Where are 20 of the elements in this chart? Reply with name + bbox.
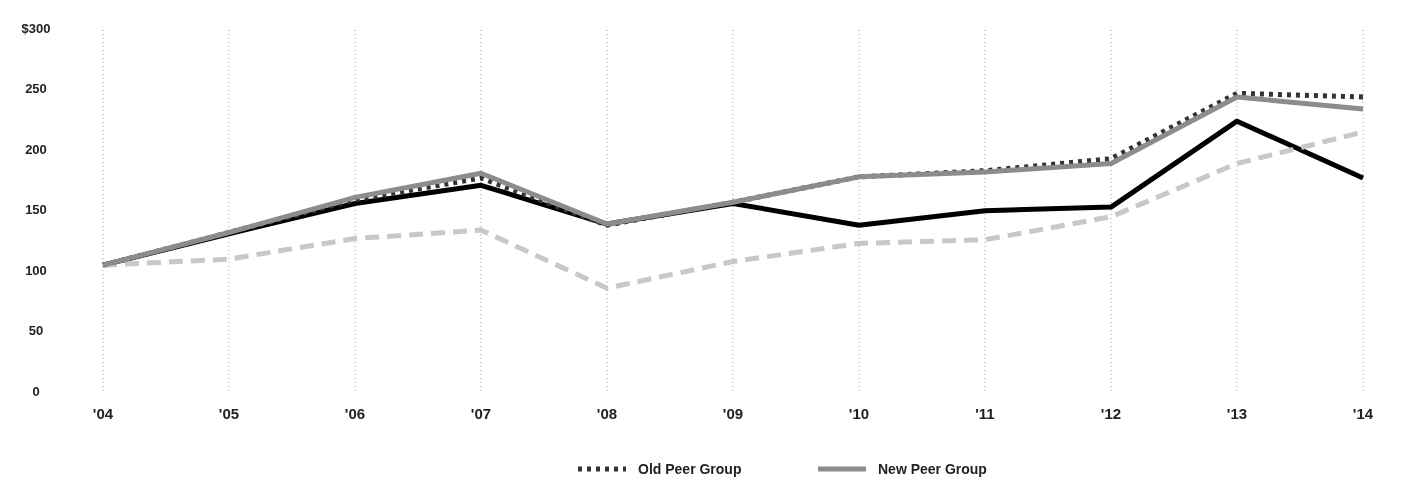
x-tick-label: '14 (1352, 405, 1374, 422)
y-tick-label: 50 (28, 323, 44, 339)
x-tick-label: '09 (722, 405, 744, 422)
legend-label: Old Peer Group (638, 461, 742, 477)
y-tick-label: $300 (21, 20, 51, 36)
x-tick-label: '13 (1226, 405, 1248, 422)
x-tick-label: '10 (848, 405, 870, 422)
x-tick-label: '06 (344, 405, 366, 422)
x-tick-label: '05 (218, 405, 240, 422)
y-tick-label: 200 (25, 141, 47, 157)
y-tick-label: 100 (25, 262, 47, 278)
x-tick-label: '12 (1100, 405, 1122, 422)
y-tick-label: 250 (25, 81, 47, 97)
x-tick-label: '11 (975, 405, 995, 422)
x-tick-label: '07 (470, 405, 492, 422)
y-tick-label: 0 (32, 383, 40, 399)
x-tick-label: '04 (92, 405, 114, 422)
y-tick-label: 150 (25, 202, 47, 218)
legend-label: New Peer Group (878, 461, 987, 477)
x-tick-label: '08 (596, 405, 618, 422)
